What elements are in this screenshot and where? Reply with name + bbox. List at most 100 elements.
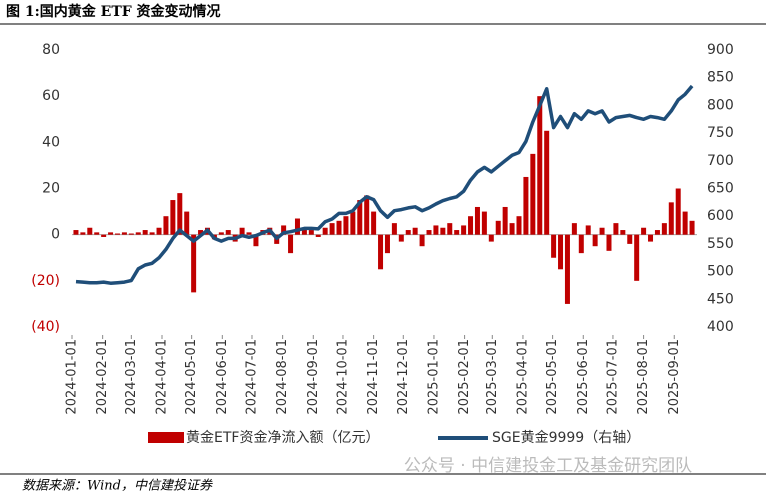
bar	[101, 234, 107, 237]
bar	[253, 234, 259, 247]
y-tick-label: (20)	[31, 273, 60, 289]
x-tick-label: 2024-11-01	[366, 339, 381, 415]
y2-tick-label: 550	[707, 236, 734, 252]
bar	[481, 211, 487, 235]
bar	[225, 230, 231, 235]
x-tick-label: 2025-04-01	[515, 339, 530, 415]
bar	[551, 234, 557, 258]
bar	[315, 234, 321, 237]
x-tick-label: 2024-08-01	[275, 339, 290, 415]
bar	[87, 227, 93, 235]
bar	[668, 202, 674, 235]
bar	[218, 232, 224, 235]
x-tick-label: 2024-05-01	[184, 339, 199, 415]
watermark: 公众号 · 中信建投金工及基金研究团队	[404, 456, 692, 476]
bar	[641, 227, 647, 235]
y2-tick-label: 400	[707, 319, 734, 335]
bar	[281, 225, 287, 235]
y2-tick-label: 450	[707, 291, 734, 307]
bar	[516, 216, 522, 235]
bar	[689, 220, 695, 235]
bar	[461, 225, 467, 235]
bar	[412, 227, 418, 235]
x-tick-label: 2024-10-01	[335, 339, 350, 415]
x-tick-label: 2025-08-01	[636, 339, 651, 415]
bar	[184, 211, 190, 235]
y2-tick-label: 900	[707, 42, 734, 58]
legend-label: 黄金ETF资金净流入额（亿元）	[186, 429, 379, 446]
x-tick-label: 2024-01-01	[65, 339, 80, 415]
bar	[398, 234, 404, 242]
x-tick-label: 2025-01-01	[426, 339, 441, 415]
x-tick-label: 2025-09-01	[667, 339, 682, 415]
bar	[177, 193, 183, 235]
bar	[419, 234, 425, 247]
bar	[682, 211, 688, 235]
bar	[530, 153, 536, 235]
bar	[620, 230, 626, 235]
bar	[564, 234, 570, 304]
y2-tick-label: 750	[707, 125, 734, 141]
bar	[537, 96, 543, 235]
y2-tick-label: 700	[707, 153, 734, 169]
bar	[648, 234, 654, 242]
bar	[654, 230, 660, 235]
y-tick-label: 40	[42, 134, 60, 150]
chart-title: 图 1:国内黄金 ETF 资金变动情况	[6, 3, 221, 20]
y-tick-label: 60	[42, 88, 60, 104]
bar	[294, 218, 300, 235]
bar	[627, 234, 633, 244]
bar	[364, 195, 370, 235]
bar	[114, 233, 120, 235]
x-tick-label: 2024-07-01	[244, 339, 259, 415]
bar	[198, 230, 204, 235]
bar	[108, 232, 114, 235]
bar	[585, 225, 591, 235]
bar	[634, 234, 640, 281]
bar	[578, 234, 584, 254]
bar	[384, 234, 390, 254]
bar	[468, 216, 474, 235]
bar	[606, 234, 612, 251]
x-tick-label: 2024-09-01	[306, 339, 321, 415]
bar	[301, 227, 307, 235]
bar	[94, 232, 100, 235]
bar	[440, 227, 446, 235]
x-tick-label: 2025-07-01	[605, 339, 620, 415]
bar	[661, 223, 667, 235]
legend-label: SGE黄金9999（右轴）	[492, 429, 640, 446]
bar	[675, 188, 681, 235]
line	[75, 84, 694, 285]
bar	[121, 232, 127, 235]
bar	[454, 230, 460, 235]
bar	[371, 211, 377, 235]
y2-tick-label: 800	[707, 97, 734, 113]
source: 数据来源：Wind，中信建投证券	[22, 479, 213, 494]
bar	[571, 223, 577, 235]
bar	[378, 234, 384, 270]
bar	[426, 230, 432, 235]
x-tick-label: 2024-02-01	[95, 339, 110, 415]
bar	[170, 200, 176, 235]
bar	[391, 223, 397, 235]
bar	[405, 230, 411, 235]
y-tick-label: 0	[51, 227, 60, 243]
bar	[80, 232, 86, 235]
bar	[135, 232, 141, 235]
bar	[322, 227, 328, 235]
x-tick-label: 2024-03-01	[124, 339, 139, 415]
x-tick-label: 2024-12-01	[396, 339, 411, 415]
bar	[149, 232, 155, 235]
y2-tick-label: 500	[707, 264, 734, 280]
bar	[142, 230, 148, 235]
y2-tick-label: 650	[707, 181, 734, 197]
bar	[488, 234, 494, 242]
x-tick-label: 2025-03-01	[485, 339, 500, 415]
x-tick-label: 2025-02-01	[457, 339, 472, 415]
y-tick-label: 80	[42, 42, 60, 58]
bar	[447, 223, 453, 235]
legend-swatch	[148, 432, 184, 443]
bar	[433, 225, 439, 235]
bar	[474, 206, 480, 235]
